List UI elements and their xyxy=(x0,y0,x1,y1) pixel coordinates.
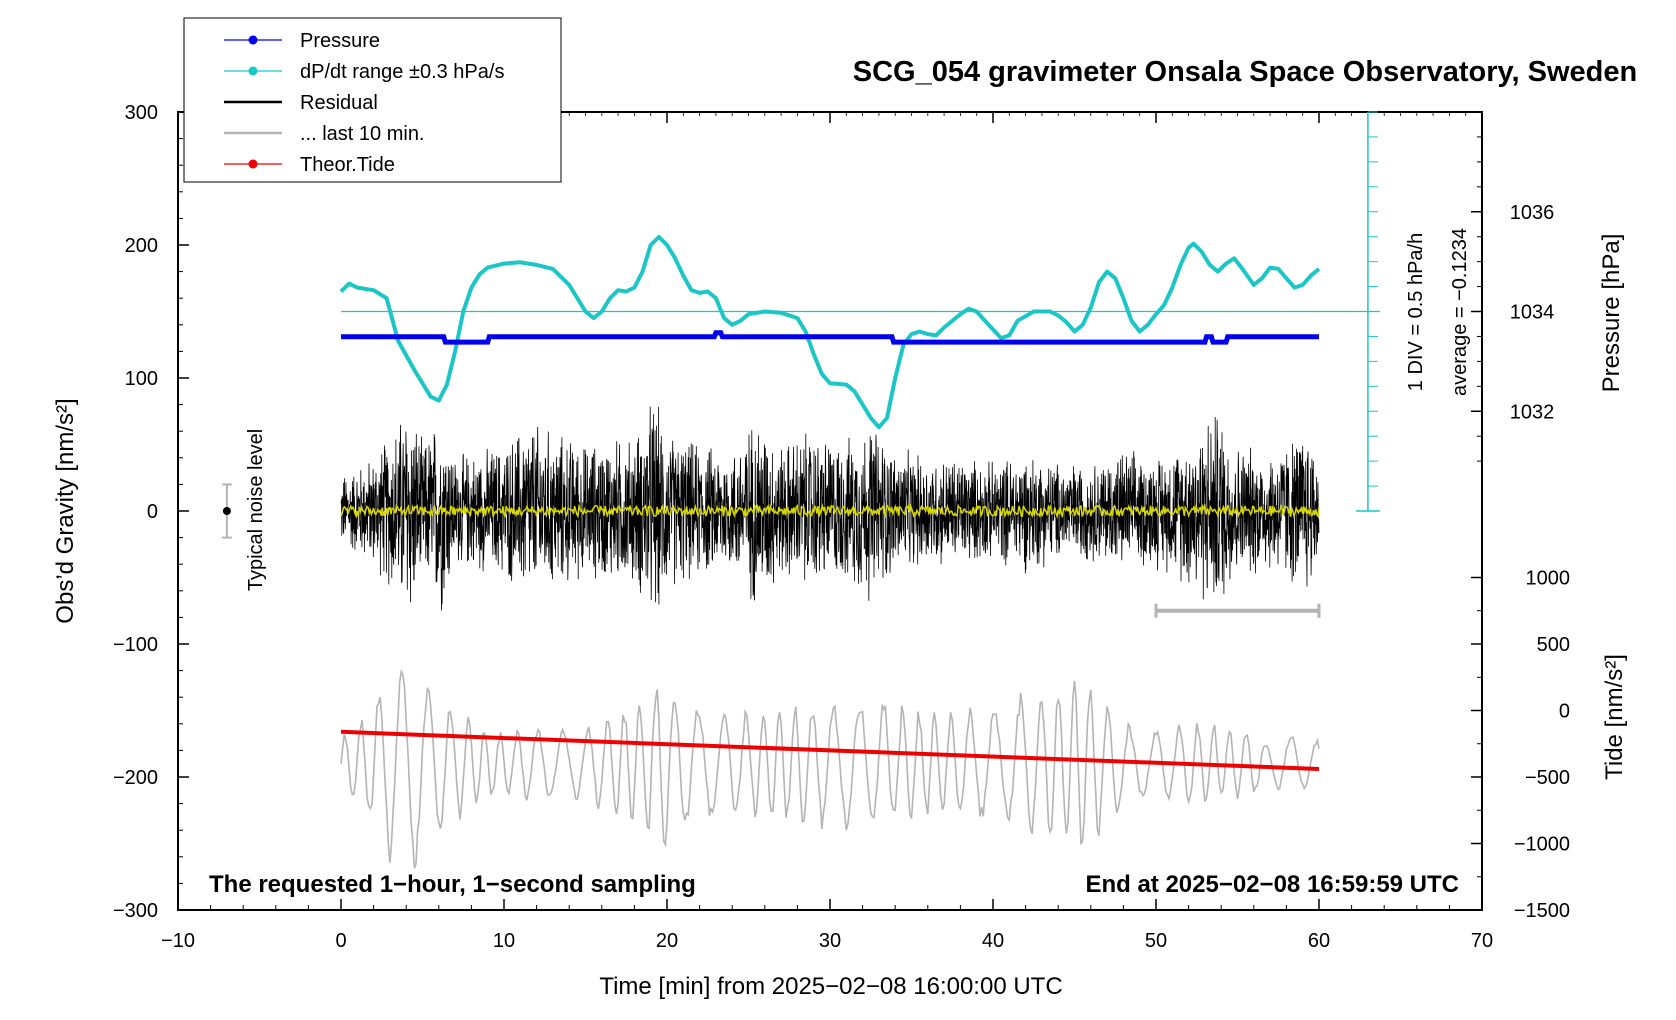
legend-marker xyxy=(248,159,258,169)
last10-line xyxy=(340,668,1320,869)
y-axis-title: Obs’d Gravity [nm/s²] xyxy=(52,398,79,623)
series-pressure xyxy=(341,330,1319,345)
noise-label: Typical noise level xyxy=(245,429,267,591)
y-tick-label: 100 xyxy=(125,368,158,390)
residual-line xyxy=(340,406,1320,611)
x-tick-label: 50 xyxy=(1145,930,1167,952)
annotations xyxy=(221,483,1321,618)
footnote-left: The requested 1−hour, 1−second sampling xyxy=(209,871,696,898)
tide-tick-label: 0 xyxy=(1559,701,1570,723)
legend-label: Residual xyxy=(300,92,378,114)
y-tick-label: −100 xyxy=(113,634,158,656)
dpdt-average-label: average = −0.1234 xyxy=(1449,228,1471,396)
x-tick-label: 0 xyxy=(335,930,346,952)
tide-line xyxy=(340,729,1320,771)
y-tick-label: −300 xyxy=(113,900,158,922)
series-tide xyxy=(340,729,1320,771)
legend-marker xyxy=(248,35,258,45)
y-tick-label: 200 xyxy=(125,235,158,257)
y-tick-label: −200 xyxy=(113,767,158,789)
tide-tick-label: −1500 xyxy=(1514,900,1570,922)
legend-label: Pressure xyxy=(300,30,380,52)
footnote-right: End at 2025−02−08 16:59:59 UTC xyxy=(1085,871,1459,898)
x-tick-label: −10 xyxy=(161,930,195,952)
pressure-line xyxy=(341,330,1319,345)
chart-title: SCG_054 gravimeter Onsala Space Observat… xyxy=(853,56,1637,88)
noise-bar-dot xyxy=(222,507,231,515)
x-tick-label: 20 xyxy=(656,930,678,952)
y-axis-pressure: 1036 1034 1032 xyxy=(1471,136,1555,462)
dpdt-div-label: 1 DIV = 0.5 hPa/h xyxy=(1405,233,1427,391)
pressure-axis-title: Pressure [hPa] xyxy=(1598,234,1625,393)
legend-marker xyxy=(248,66,258,76)
tide-tick-label: 1000 xyxy=(1526,568,1571,590)
pressure-tick-label: 1032 xyxy=(1510,401,1555,423)
dpdt-axis xyxy=(341,111,1380,512)
x-axis-title: Time [min] from 2025−02−08 16:00:00 UTC xyxy=(599,973,1062,1000)
tide-tick-label: −500 xyxy=(1525,767,1570,789)
legend: Pressure dP/dt range ±0.3 hPa/s Residual..… xyxy=(183,17,562,183)
legend-box xyxy=(183,17,562,183)
x-tick-label: 30 xyxy=(819,930,841,952)
y-axis-gravity: 300 200 100 0 −100 −200 −300 xyxy=(113,102,189,922)
dpdt-line xyxy=(339,235,1321,430)
legend-label: Theor.Tide xyxy=(300,154,395,176)
x-tick-label: 10 xyxy=(493,930,515,952)
tide-tick-label: 500 xyxy=(1537,634,1570,656)
tide-tick-label: −1000 xyxy=(1514,834,1570,856)
residual-smoothed-line xyxy=(340,502,1320,520)
series-residual xyxy=(340,406,1320,611)
series-last10 xyxy=(340,668,1320,869)
y-tick-label: 0 xyxy=(147,501,158,523)
legend-label: dP/dt range ±0.3 hPa/s xyxy=(300,61,504,83)
x-tick-label: 40 xyxy=(982,930,1004,952)
tide-axis-title: Tide [nm/s²] xyxy=(1601,654,1628,780)
pressure-tick-label: 1036 xyxy=(1510,202,1555,224)
y-axis-tide: 1000 500 0 −500 −1000 −1500 xyxy=(1471,568,1571,922)
x-axis: −10 0 10 20 30 40 50 60 70 xyxy=(161,112,1493,952)
y-tick-label: 300 xyxy=(125,102,158,124)
series-dpdt xyxy=(339,235,1321,430)
legend-label: ... last 10 min. xyxy=(300,123,425,145)
x-tick-label: 60 xyxy=(1308,930,1330,952)
pressure-tick-label: 1034 xyxy=(1510,302,1555,324)
legend-entries: Pressure dP/dt range ±0.3 hPa/s Residual..… xyxy=(224,30,504,176)
x-tick-label: 70 xyxy=(1471,930,1493,952)
